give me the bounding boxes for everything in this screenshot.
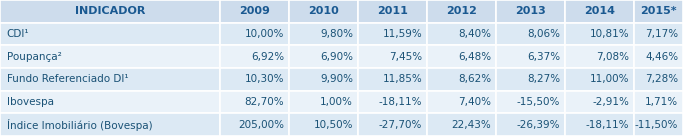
- Bar: [634, 45, 683, 68]
- Bar: [565, 113, 634, 136]
- Text: 8,62%: 8,62%: [458, 74, 491, 84]
- Bar: [565, 45, 634, 68]
- Text: 7,08%: 7,08%: [596, 52, 629, 62]
- Text: 2013: 2013: [515, 6, 546, 16]
- Bar: [289, 113, 358, 136]
- Text: 2010: 2010: [308, 6, 339, 16]
- Text: -11,50%: -11,50%: [635, 120, 678, 130]
- Bar: [634, 91, 683, 113]
- Bar: [358, 68, 427, 91]
- Bar: [496, 0, 565, 23]
- Text: 9,90%: 9,90%: [320, 74, 353, 84]
- Bar: [220, 0, 289, 23]
- Bar: [0, 91, 220, 113]
- Text: 8,40%: 8,40%: [458, 29, 491, 39]
- Text: -18,11%: -18,11%: [585, 120, 629, 130]
- Bar: [220, 68, 289, 91]
- Text: Ibovespa: Ibovespa: [7, 97, 54, 107]
- Bar: [0, 0, 220, 23]
- Bar: [358, 0, 427, 23]
- Bar: [427, 45, 496, 68]
- Bar: [427, 91, 496, 113]
- Bar: [220, 45, 289, 68]
- Bar: [634, 23, 683, 45]
- Text: 2009: 2009: [239, 6, 270, 16]
- Bar: [496, 23, 565, 45]
- Text: 82,70%: 82,70%: [245, 97, 284, 107]
- Text: 9,80%: 9,80%: [320, 29, 353, 39]
- Bar: [289, 68, 358, 91]
- Bar: [358, 23, 427, 45]
- Text: 6,92%: 6,92%: [251, 52, 284, 62]
- Text: 7,28%: 7,28%: [645, 74, 678, 84]
- Text: Índice Imobiliário (Bovespa): Índice Imobiliário (Bovespa): [7, 119, 152, 131]
- Bar: [0, 45, 220, 68]
- Bar: [289, 45, 358, 68]
- Bar: [358, 113, 427, 136]
- Text: 2011: 2011: [377, 6, 408, 16]
- Text: 4,46%: 4,46%: [645, 52, 678, 62]
- Text: 10,50%: 10,50%: [313, 120, 353, 130]
- Bar: [427, 68, 496, 91]
- Text: 1,00%: 1,00%: [320, 97, 353, 107]
- Bar: [358, 45, 427, 68]
- Bar: [358, 91, 427, 113]
- Text: 22,43%: 22,43%: [451, 120, 491, 130]
- Bar: [496, 45, 565, 68]
- Text: 7,17%: 7,17%: [645, 29, 678, 39]
- Text: -2,91%: -2,91%: [592, 97, 629, 107]
- Text: 11,59%: 11,59%: [382, 29, 422, 39]
- Text: 2012: 2012: [446, 6, 477, 16]
- Text: 6,37%: 6,37%: [527, 52, 560, 62]
- Bar: [427, 0, 496, 23]
- Bar: [565, 0, 634, 23]
- Bar: [289, 23, 358, 45]
- Text: 11,00%: 11,00%: [589, 74, 629, 84]
- Bar: [0, 23, 220, 45]
- Bar: [565, 23, 634, 45]
- Bar: [289, 91, 358, 113]
- Text: 1,71%: 1,71%: [645, 97, 678, 107]
- Text: 6,90%: 6,90%: [320, 52, 353, 62]
- Text: Poupança²: Poupança²: [7, 52, 61, 62]
- Text: 11,85%: 11,85%: [382, 74, 422, 84]
- Text: -27,70%: -27,70%: [378, 120, 422, 130]
- Bar: [0, 113, 220, 136]
- Bar: [289, 0, 358, 23]
- Text: 10,30%: 10,30%: [245, 74, 284, 84]
- Text: -18,11%: -18,11%: [378, 97, 422, 107]
- Bar: [427, 23, 496, 45]
- Bar: [220, 113, 289, 136]
- Text: 8,27%: 8,27%: [527, 74, 560, 84]
- Bar: [634, 113, 683, 136]
- Bar: [634, 0, 683, 23]
- Text: CDI¹: CDI¹: [7, 29, 29, 39]
- Bar: [0, 68, 220, 91]
- Bar: [634, 68, 683, 91]
- Bar: [496, 113, 565, 136]
- Text: 8,06%: 8,06%: [527, 29, 560, 39]
- Text: Fundo Referenciado DI¹: Fundo Referenciado DI¹: [7, 74, 128, 84]
- Bar: [496, 91, 565, 113]
- Bar: [220, 91, 289, 113]
- Text: 7,45%: 7,45%: [389, 52, 422, 62]
- Text: -15,50%: -15,50%: [516, 97, 560, 107]
- Bar: [496, 68, 565, 91]
- Text: 2015*: 2015*: [640, 6, 677, 16]
- Text: INDICADOR: INDICADOR: [74, 6, 145, 16]
- Bar: [565, 91, 634, 113]
- Bar: [565, 68, 634, 91]
- Text: 7,40%: 7,40%: [458, 97, 491, 107]
- Text: 2014: 2014: [584, 6, 615, 16]
- Text: -26,39%: -26,39%: [516, 120, 560, 130]
- Text: 10,00%: 10,00%: [245, 29, 284, 39]
- Bar: [220, 23, 289, 45]
- Text: 10,81%: 10,81%: [589, 29, 629, 39]
- Text: 6,48%: 6,48%: [458, 52, 491, 62]
- Bar: [427, 113, 496, 136]
- Text: 205,00%: 205,00%: [238, 120, 284, 130]
